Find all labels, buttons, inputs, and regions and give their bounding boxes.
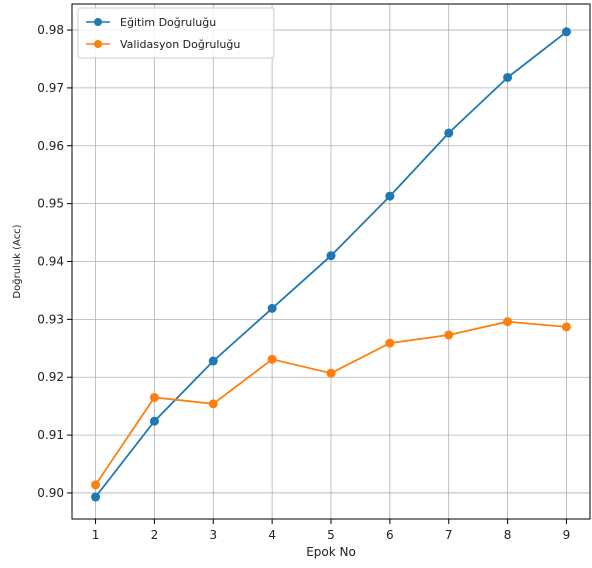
data-point-1	[385, 338, 395, 348]
data-point-1	[149, 392, 159, 402]
y-tick-label: 0.94	[37, 255, 64, 269]
data-point-1	[326, 368, 336, 378]
x-axis-label: Epok No	[306, 545, 356, 559]
data-point-0	[444, 128, 454, 138]
data-point-0	[267, 303, 277, 313]
x-tick-label: 6	[386, 528, 394, 542]
data-point-1	[91, 480, 101, 490]
data-point-0	[326, 251, 336, 261]
y-tick-label: 0.97	[37, 81, 64, 95]
data-point-1	[444, 330, 454, 340]
data-point-0	[208, 356, 218, 366]
x-tick-label: 9	[563, 528, 571, 542]
grid-lines	[72, 4, 590, 519]
legend-label-validation: Validasyon Doğruluğu	[120, 38, 240, 51]
y-tick-label: 0.95	[37, 197, 64, 211]
y-tick-label: 0.98	[37, 23, 64, 37]
data-point-0	[91, 492, 101, 502]
y-tick-label: 0.93	[37, 312, 64, 326]
series-layer	[91, 27, 571, 502]
x-tick-label: 7	[445, 528, 453, 542]
x-tick-label: 3	[209, 528, 217, 542]
data-point-0	[503, 72, 513, 82]
y-tick-label: 0.92	[37, 370, 64, 384]
x-tick-label: 8	[504, 528, 512, 542]
x-tick-label: 1	[92, 528, 100, 542]
y-axis-label: Doğruluk (Acc)	[11, 224, 23, 298]
data-point-1	[503, 317, 513, 327]
legend-item-validation: Validasyon Doğruluğu	[86, 38, 240, 51]
data-point-0	[149, 416, 159, 426]
x-tick-label: 5	[327, 528, 335, 542]
data-point-1	[561, 322, 571, 332]
x-tick-label: 2	[151, 528, 159, 542]
data-point-0	[385, 191, 395, 201]
legend-item-train: Eğitim Doğruluğu	[86, 16, 216, 29]
legend: Eğitim Doğruluğu Validasyon Doğruluğu	[77, 7, 275, 59]
legend-label-train: Eğitim Doğruluğu	[120, 16, 216, 29]
x-tick-label: 4	[268, 528, 276, 542]
y-tick-label: 0.96	[37, 139, 64, 153]
axis-ticks: 1 2 3 4 5 6 7 8 9 0.90 0.91 0.92 0.93 0.94 0.95 0.96 0.9…	[37, 23, 570, 542]
data-point-0	[561, 27, 571, 37]
legend-box	[77, 7, 275, 59]
data-point-1	[208, 399, 218, 409]
y-tick-label: 0.90	[37, 486, 64, 500]
y-tick-label: 0.91	[37, 428, 64, 442]
legend-marker-train	[94, 18, 102, 26]
data-point-1	[267, 354, 277, 364]
legend-marker-validation	[94, 40, 102, 48]
